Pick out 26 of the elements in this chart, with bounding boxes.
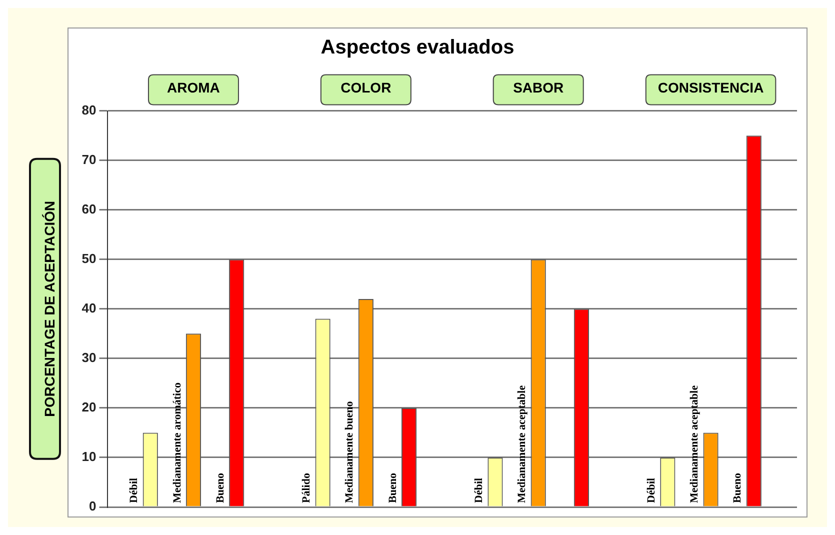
y-tick-label: 40 (82, 300, 96, 316)
data-label: Bueno (386, 472, 399, 503)
chart-title: Aspectos evaluados (320, 36, 514, 59)
y-tick-label: 80 (82, 102, 96, 118)
x-tick-label: COLOR (340, 79, 392, 96)
data-label: Débil (473, 478, 486, 503)
y-tick-label: 20 (82, 400, 96, 415)
y-tick-label: 10 (82, 449, 96, 464)
data-label: Medianamente aromático (171, 382, 184, 503)
y-tick-label: 50 (82, 250, 96, 266)
y-tick-label: 70 (82, 152, 96, 167)
x-tick-label: SABOR (513, 79, 564, 96)
y-axis-title: PORCENTAGE DE ACEPTACIÓN (41, 200, 58, 417)
data-label: Pálido (300, 472, 313, 503)
y-tick-label: 30 (82, 350, 96, 366)
data-label: Medianamente bueno (344, 400, 356, 503)
data-label: Débil (128, 478, 140, 503)
x-tick-label: CONSISTENCIA (658, 79, 764, 96)
data-label: Bueno (214, 472, 226, 503)
y-tick-label: 60 (82, 201, 96, 216)
x-tick-label: AROMA (167, 79, 220, 96)
data-label: Medianamente aceptable (688, 385, 701, 503)
y-tick-label: 0 (89, 498, 96, 514)
data-label: Bueno (732, 472, 744, 503)
data-label: Medianamente aceptable (516, 385, 528, 503)
data-label: Débil (645, 478, 658, 503)
